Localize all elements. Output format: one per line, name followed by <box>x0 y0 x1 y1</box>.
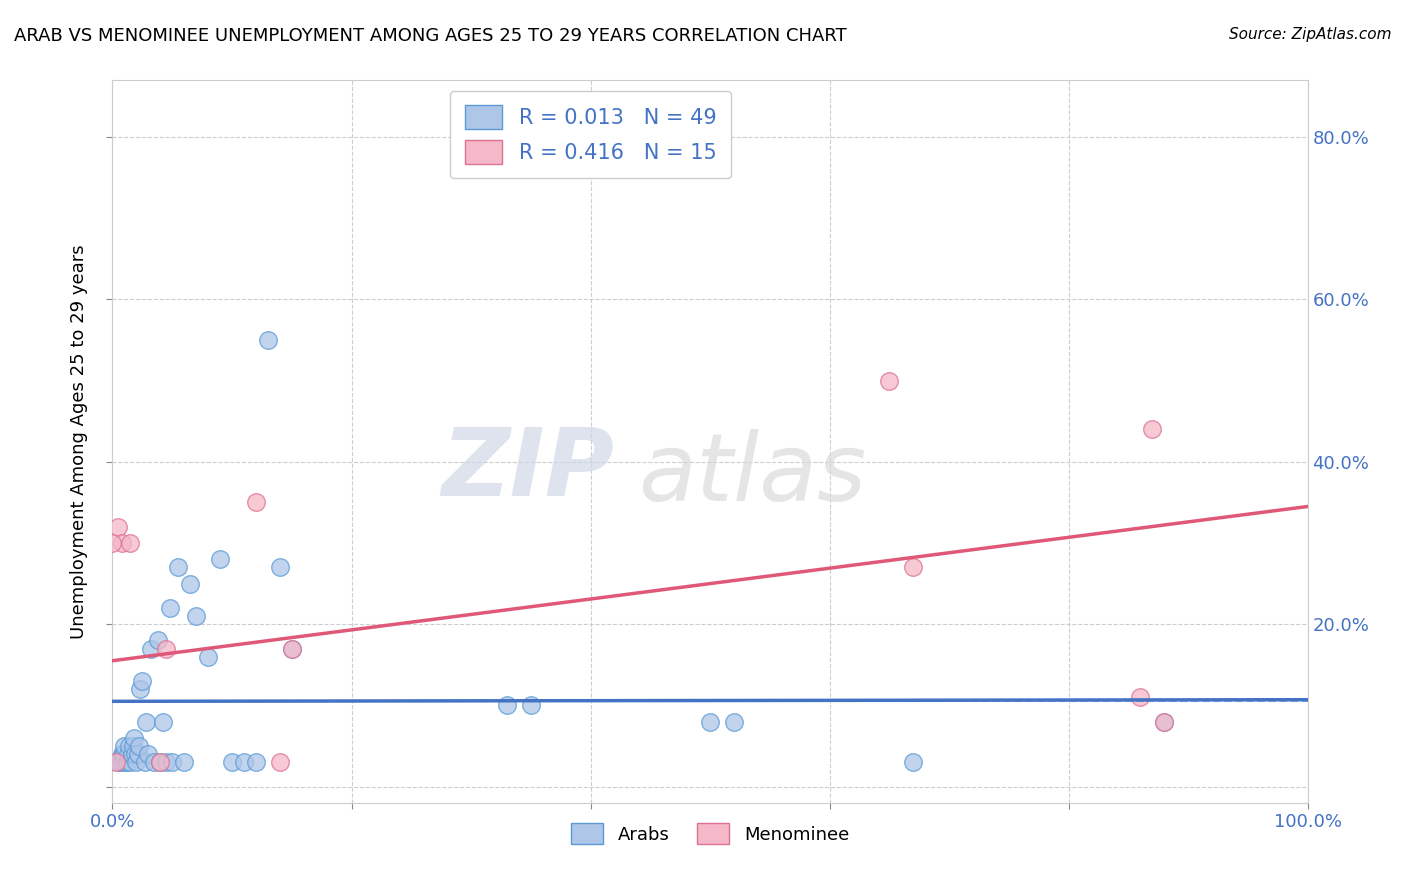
Point <box>245 495 267 509</box>
Point <box>209 552 232 566</box>
Point <box>233 755 256 769</box>
Point <box>155 641 177 656</box>
Point <box>281 641 304 656</box>
Point <box>197 649 219 664</box>
Point <box>879 374 901 388</box>
Point <box>152 714 174 729</box>
Point <box>146 633 169 648</box>
Text: ZIP: ZIP <box>441 425 614 516</box>
Point <box>128 739 150 753</box>
Point <box>1129 690 1152 705</box>
Point <box>120 755 142 769</box>
Point <box>221 755 243 769</box>
Point <box>155 755 177 769</box>
Point <box>520 698 543 713</box>
Point <box>111 747 134 761</box>
Point <box>121 747 143 761</box>
Point <box>122 731 145 745</box>
Point <box>138 747 160 761</box>
Point <box>162 755 183 769</box>
Point <box>110 755 132 769</box>
Point <box>257 333 280 347</box>
Point <box>143 755 166 769</box>
Point <box>149 755 172 769</box>
Point <box>105 755 128 769</box>
Point <box>699 714 721 729</box>
Point <box>281 641 304 656</box>
Point <box>135 714 157 729</box>
Point <box>1153 714 1175 729</box>
Point <box>129 682 152 697</box>
Point <box>114 747 135 761</box>
Point <box>173 755 195 769</box>
Point <box>1142 422 1164 436</box>
Point <box>114 755 135 769</box>
Point <box>125 755 148 769</box>
Point <box>723 714 745 729</box>
Point <box>118 739 141 753</box>
Point <box>114 739 135 753</box>
Point <box>112 747 135 761</box>
Point <box>120 536 142 550</box>
Point <box>167 560 190 574</box>
Point <box>139 641 162 656</box>
Point <box>269 755 291 769</box>
Point <box>121 739 143 753</box>
Point <box>134 755 156 769</box>
Point <box>496 698 519 713</box>
Point <box>127 747 149 761</box>
Text: atlas: atlas <box>638 428 866 519</box>
Point <box>179 576 201 591</box>
Point <box>124 747 146 761</box>
Point <box>186 609 208 624</box>
Point <box>149 755 172 769</box>
Point <box>117 747 139 761</box>
Point <box>107 755 129 769</box>
Text: Source: ZipAtlas.com: Source: ZipAtlas.com <box>1229 27 1392 42</box>
Point <box>115 755 138 769</box>
Point <box>131 673 153 688</box>
Point <box>101 536 124 550</box>
Point <box>903 755 925 769</box>
Legend: Arabs, Menominee: Arabs, Menominee <box>564 816 856 852</box>
Point <box>245 755 267 769</box>
Point <box>159 601 181 615</box>
Point <box>107 520 129 534</box>
Point <box>111 536 134 550</box>
Y-axis label: Unemployment Among Ages 25 to 29 years: Unemployment Among Ages 25 to 29 years <box>70 244 89 639</box>
Point <box>1153 714 1175 729</box>
Text: ARAB VS MENOMINEE UNEMPLOYMENT AMONG AGES 25 TO 29 YEARS CORRELATION CHART: ARAB VS MENOMINEE UNEMPLOYMENT AMONG AGE… <box>14 27 846 45</box>
Point <box>903 560 925 574</box>
Point <box>269 560 291 574</box>
